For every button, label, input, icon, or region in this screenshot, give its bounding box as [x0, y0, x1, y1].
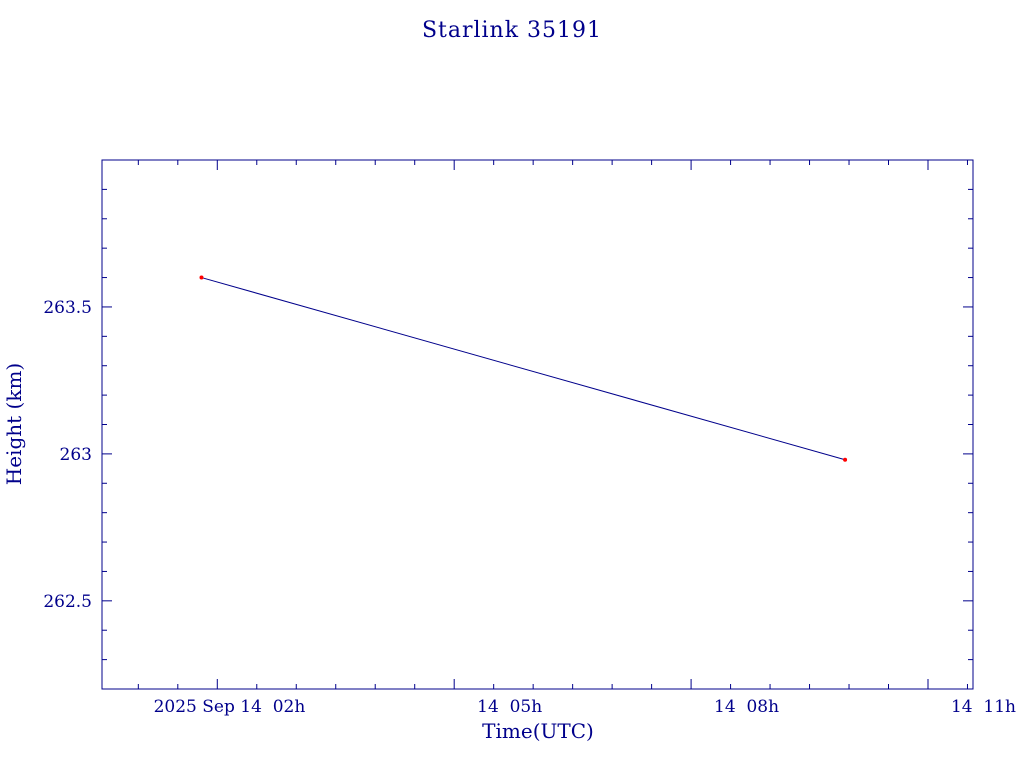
y-tick-label: 262.5	[43, 592, 92, 612]
y-tick-label: 263	[60, 445, 92, 465]
x-tick-label: 14 08h	[714, 697, 779, 717]
x-axis-ticks	[137, 160, 968, 689]
plot-frame	[101, 159, 974, 690]
series-line	[201, 277, 846, 461]
data-point	[199, 275, 204, 280]
y-axis-label: Height (km)	[2, 363, 26, 485]
x-axis-label: Time(UTC)	[482, 719, 594, 743]
y-tick-label: 263.5	[43, 298, 92, 318]
x-tick-label: 2025 Sep 14 02h	[154, 697, 306, 717]
x-axis-tick-labels: 2025 Sep 14 02h 14 05h 14 08h 14 11h	[154, 697, 1016, 717]
y-axis-ticks	[102, 159, 973, 690]
x-tick-label: 14 05h	[477, 697, 542, 717]
y-axis-tick-labels: 262.5 263 263.5	[43, 298, 92, 612]
x-tick-label: 14 11h	[951, 697, 1016, 717]
series-layer	[199, 275, 848, 462]
data-point	[843, 457, 848, 462]
chart-title: Starlink 35191	[422, 18, 602, 43]
